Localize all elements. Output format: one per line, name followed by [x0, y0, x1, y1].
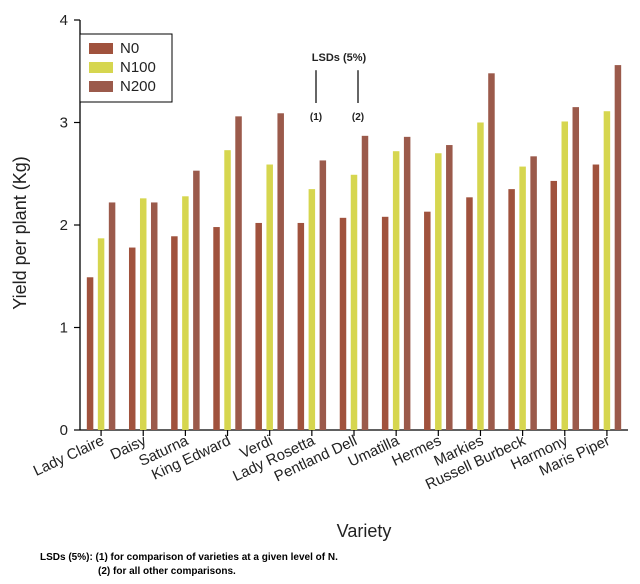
bar-n200-markies — [488, 73, 495, 431]
lsd-bar-label: (2) — [352, 112, 364, 123]
bar-n0-daisy — [128, 247, 136, 430]
legend-swatch-n0 — [89, 43, 113, 54]
bar-n0-markies — [466, 197, 473, 430]
legend-swatch-n100 — [89, 62, 113, 73]
bar-n100-russell-burbeck — [519, 166, 526, 430]
bar-n0-verdi — [255, 222, 262, 430]
bar-n200-maris-piper — [614, 65, 622, 430]
legend-swatch-n200 — [89, 81, 113, 92]
bar-n100-markies — [477, 122, 484, 430]
bar-n200-umatilla — [403, 136, 411, 430]
bar-n0-pentland-dell — [339, 217, 347, 430]
bar-n200-lady-claire — [108, 202, 116, 430]
bar-n200-pentland-dell — [361, 135, 369, 430]
y-tick-label: 1 — [60, 320, 68, 337]
bar-n200-verdi — [277, 113, 284, 431]
bar-n0-lady-rosetta — [297, 222, 305, 430]
bar-n100-maris-piper — [603, 111, 611, 430]
lsd-annotation: LSDs (5%) (1) (2) — [310, 52, 367, 123]
bar-n100-saturna — [182, 196, 189, 430]
bar-n100-lady-rosetta — [308, 189, 316, 430]
bar-n0-saturna — [171, 236, 178, 430]
bar-n100-pentland-dell — [350, 174, 358, 430]
bar-n200-russell-burbeck — [530, 156, 537, 430]
bar-n200-harmony — [572, 107, 580, 430]
y-axis-title: Yield per plant (Kg) — [10, 156, 30, 309]
bar-n0-king-edward — [213, 227, 220, 430]
bar-n200-saturna — [193, 170, 200, 431]
bar-n100-harmony — [561, 121, 569, 430]
lsd-title: LSDs (5%) — [312, 52, 367, 64]
x-tick-label: Lady Claire — [31, 432, 107, 479]
bar-n100-lady-claire — [97, 238, 105, 430]
y-tick-label: 2 — [60, 217, 68, 234]
bars — [86, 65, 622, 431]
bar-n100-hermes — [435, 153, 442, 430]
legend-label-n200: N200 — [120, 78, 156, 95]
bar-n0-umatilla — [381, 216, 389, 430]
bar-n100-verdi — [266, 164, 273, 430]
bar-n0-maris-piper — [592, 164, 600, 430]
footnote-line-2: (2) for all other comparisons. — [98, 566, 236, 577]
y-tick-label: 3 — [60, 115, 68, 132]
bar-n0-lady-claire — [86, 277, 94, 430]
y-tick-label: 0 — [60, 422, 68, 439]
lsd-bar-label: (1) — [310, 112, 322, 123]
x-axis-title: Variety — [337, 521, 392, 541]
bar-n100-umatilla — [392, 151, 400, 430]
bar-n200-lady-rosetta — [319, 160, 327, 431]
bar-n0-harmony — [550, 180, 558, 430]
bar-n200-daisy — [150, 202, 158, 430]
bar-n100-daisy — [139, 198, 147, 430]
bar-n0-hermes — [424, 211, 431, 430]
footnote-line-1: LSDs (5%): (1) for comparison of varieti… — [40, 552, 338, 563]
bar-n200-hermes — [446, 145, 453, 431]
legend-label-n100: N100 — [120, 59, 156, 76]
y-tick-label: 4 — [60, 12, 68, 29]
bar-n0-russell-burbeck — [508, 189, 515, 430]
bar-n200-king-edward — [235, 116, 242, 430]
legend-label-n0: N0 — [120, 40, 139, 57]
legend: N0 N100 N200 — [79, 33, 173, 103]
bar-n100-king-edward — [224, 150, 231, 431]
y-axis: 0 1 2 3 4 — [60, 12, 81, 439]
